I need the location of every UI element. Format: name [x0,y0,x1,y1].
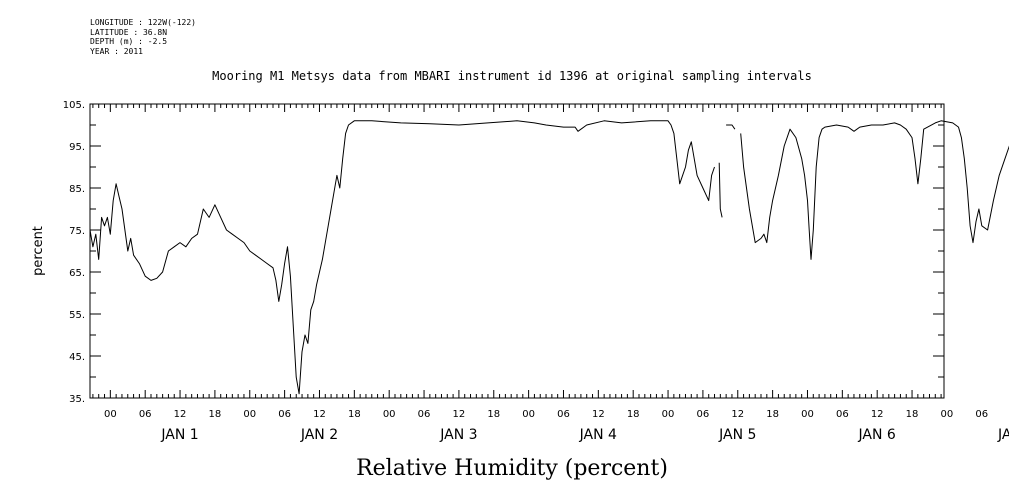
y-tick-label: 95. [69,142,85,153]
x-tick-label: 18 [209,409,222,420]
x-tick-label: 06 [975,409,988,420]
x-axis-labels: 00 06 12 18 00 06 12 18 00 06 12 18 00 06 12 18 00 06 12 18… [104,409,988,420]
x-tick-label: 12 [731,409,744,420]
x-axis-title: Relative Humidity (percent) [356,456,668,481]
series-line-segment [718,162,723,218]
x-tick-label: 18 [766,409,779,420]
y-tick-label: 35. [69,394,85,405]
x-tick-label: 00 [104,409,117,420]
y-axis-ticks [90,103,944,399]
day-label: JAN 1 [160,427,198,443]
x-axis-day-labels: JAN 1 JAN 2 JAN 3 JAN 4 JAN 5 JAN 6 JAN 7 [160,427,1009,443]
y-tick-label: 45. [69,352,85,363]
x-tick-label: 06 [278,409,291,420]
series-line-segment [726,124,736,130]
day-label: JAN 7 [997,427,1009,443]
y-tick-label: 55. [69,310,85,321]
x-tick-label: 00 [801,409,814,420]
x-tick-label: 18 [906,409,919,420]
x-tick-label: 00 [662,409,675,420]
x-tick-label: 06 [836,409,849,420]
longitude-label: LONGITUDE : 122W(-122) [90,18,196,27]
x-tick-label: 12 [592,409,605,420]
day-label: JAN 3 [439,427,477,443]
x-tick-label: 06 [697,409,710,420]
x-tick-label: 06 [139,409,152,420]
day-label: JAN 6 [858,427,896,443]
metadata-block: LONGITUDE : 122W(-122) LATITUDE : 36.8N … [90,18,196,56]
x-tick-label: 12 [174,409,187,420]
y-tick-label: 75. [69,226,85,237]
day-label: JAN 4 [579,427,617,443]
series-line-segment [89,120,715,395]
plot-frame [89,103,945,399]
x-tick-label: 18 [627,409,640,420]
x-tick-label: 18 [487,409,500,420]
x-tick-label: 00 [522,409,535,420]
x-tick-label: 12 [871,409,884,420]
series-line-segment [740,120,1009,260]
depth-label: DEPTH (m) : -2.5 [90,37,168,46]
y-axis-labels: 105. 95. 85. 75. 65. 55. 45. 35. [63,100,85,405]
x-tick-label: 06 [418,409,431,420]
x-tick-label: 00 [243,409,256,420]
y-tick-label: 105. [63,100,85,111]
x-tick-label: 12 [313,409,326,420]
day-label: JAN 5 [718,427,756,443]
x-tick-label: 00 [383,409,396,420]
day-label: JAN 2 [300,427,338,443]
latitude-label: LATITUDE : 36.8N [90,27,168,37]
x-tick-label: 00 [941,409,954,420]
x-tick-label: 18 [348,409,361,420]
chart-title: Mooring M1 Metsys data from MBARI instru… [212,69,812,83]
series-group [89,120,1009,395]
x-tick-label: 12 [453,409,466,420]
x-axis-ticks [92,104,942,398]
y-tick-label: 85. [69,184,85,195]
x-tick-label: 06 [557,409,570,420]
y-axis-title: percent [31,226,46,276]
y-tick-label: 65. [69,268,85,279]
year-label: YEAR : 2011 [90,46,143,56]
